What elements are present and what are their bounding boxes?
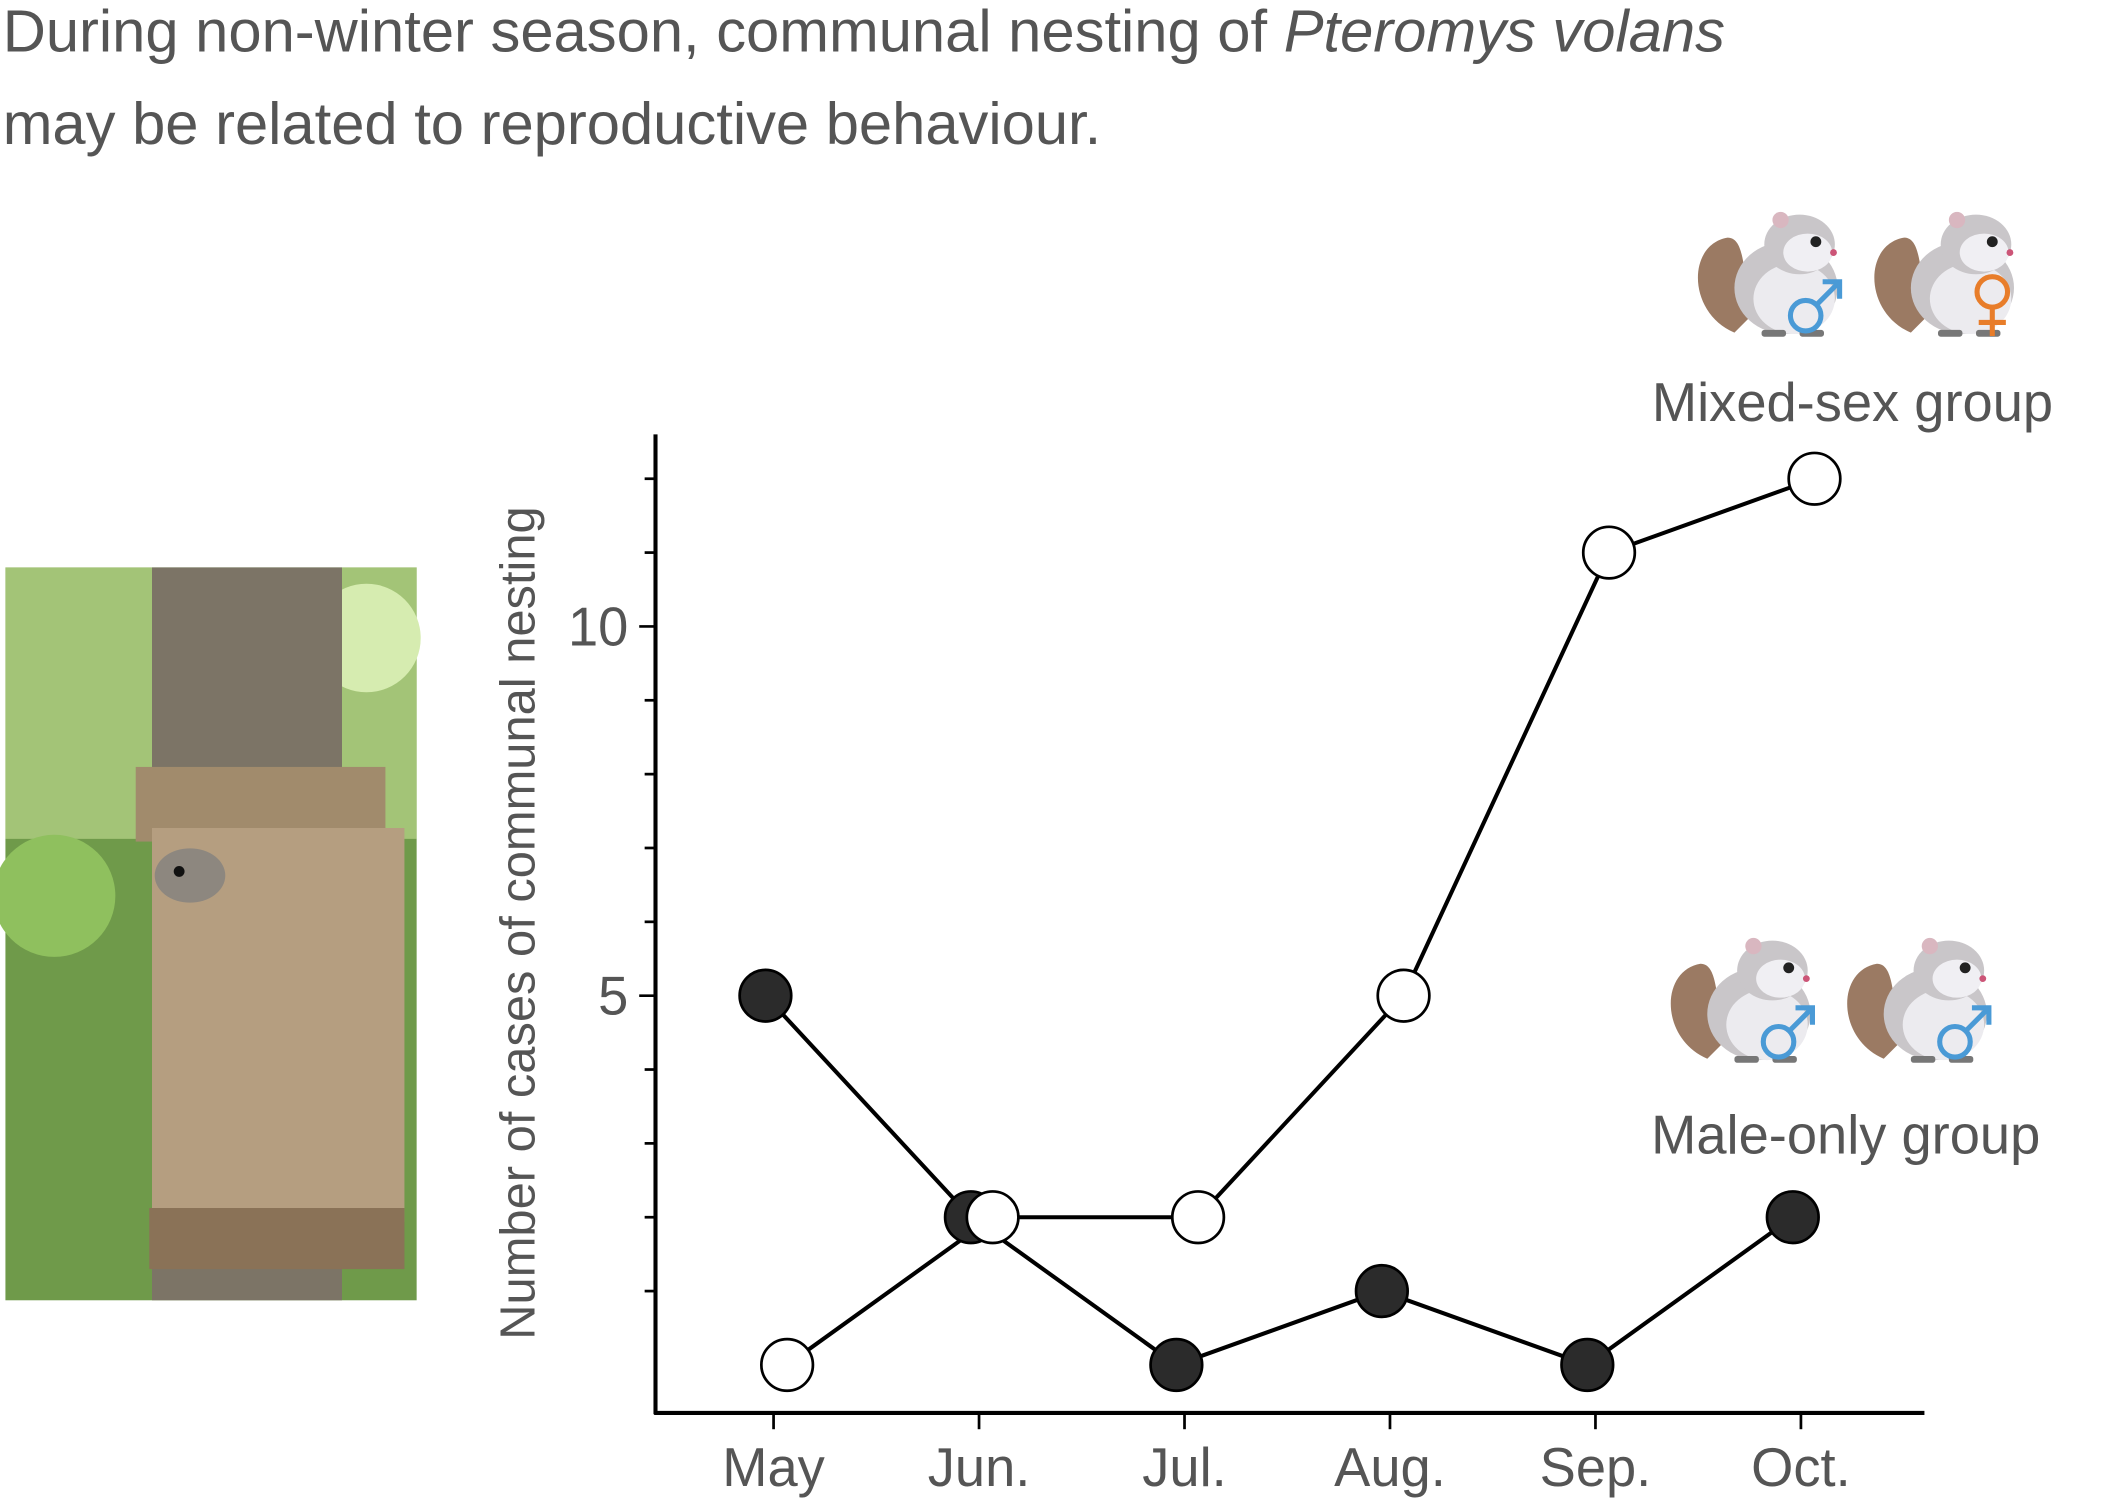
point	[965, 1190, 1020, 1245]
y-tick-label: 10	[568, 596, 628, 657]
title-species: Pteromys volans	[1284, 0, 1725, 65]
squirrel-icon	[1697, 211, 1838, 337]
point	[1376, 968, 1431, 1023]
photo	[0, 567, 421, 1301]
title-text: During non-winter season, communal nesti…	[3, 0, 1268, 65]
point	[1581, 525, 1637, 580]
x-tick-label: Aug.	[1334, 1437, 1446, 1498]
point	[760, 1337, 815, 1393]
x-tick-label: Oct.	[1751, 1437, 1851, 1498]
x-tick-label: Jul.	[1142, 1437, 1226, 1498]
point	[738, 968, 793, 1023]
point	[1354, 1263, 1409, 1319]
legend-label: Mixed-sex group	[1652, 372, 2053, 433]
point	[1560, 1337, 1615, 1393]
x-tick-label: May	[722, 1437, 825, 1498]
y-tick-label: 5	[598, 966, 628, 1027]
title-line: During non-winter season, communal nesti…	[3, 0, 1725, 65]
point	[1149, 1337, 1204, 1393]
squirrel-icon	[1847, 937, 1987, 1063]
point	[1765, 1190, 1820, 1245]
plot: 5 10 May Jun. Jul. Aug. Sep. Oct. Male-only grou…	[568, 211, 2053, 1498]
x-tick-label: Sep.	[1540, 1437, 1652, 1498]
series-line	[785, 476, 1816, 1367]
x-tick-label: Jun.	[928, 1437, 1031, 1498]
y-axis-label: Number of cases of communal nesting	[492, 506, 546, 1339]
legend-label: Male-only group	[1651, 1105, 2040, 1166]
point	[1787, 451, 1842, 506]
squirrel-icon	[1670, 937, 1811, 1063]
title-line: may be related to reproductive behaviour…	[3, 90, 1102, 157]
series-line	[763, 994, 1794, 1368]
point	[1170, 1190, 1226, 1245]
